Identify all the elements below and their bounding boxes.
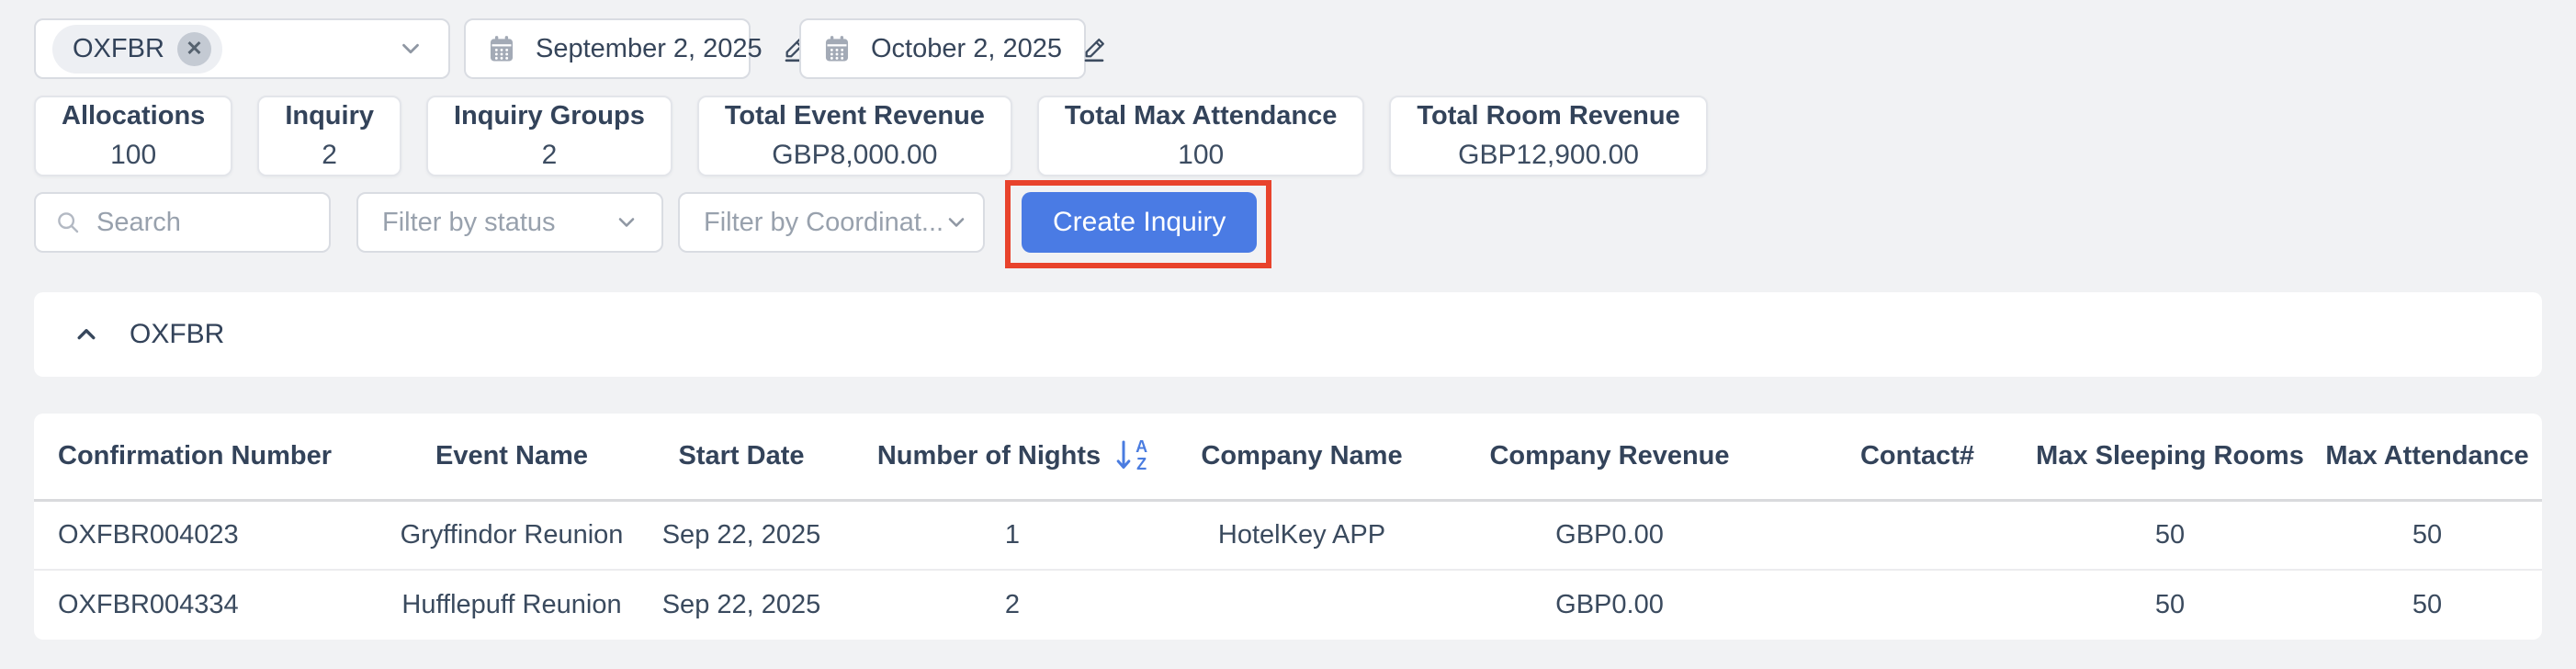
stat-card-inquiry-groups: Inquiry Groups 2 — [425, 96, 672, 176]
table-header-row: Confirmation Number Event Name Start Dat… — [34, 414, 2542, 500]
search-icon — [54, 209, 82, 236]
cell-max-attendance: 50 — [2412, 519, 2443, 550]
start-date-picker[interactable]: September 2, 2025 — [464, 18, 805, 79]
stat-label: Allocations — [62, 101, 206, 130]
cell-start-date: Sep 22, 2025 — [661, 519, 821, 550]
sort-letter-a: A — [1135, 437, 1148, 457]
coordinator-filter-placeholder: Filter by Coordinat... — [704, 207, 944, 237]
stats-row: Allocations 100 Inquiry 2 Inquiry Groups… — [34, 96, 2576, 176]
chevron-down-icon — [614, 210, 639, 235]
stat-card-inquiry: Inquiry 2 — [257, 96, 401, 176]
cell-company-name: HotelKey APP — [1217, 519, 1386, 550]
stat-card-total-max-attendance: Total Max Attendance 100 — [1036, 96, 1365, 176]
end-date-value: October 2, 2025 — [871, 33, 1062, 63]
table-row[interactable]: OXFBR004334 Hufflepuff Reunion Sep 22, 2… — [34, 570, 2542, 640]
edit-pencil-icon[interactable] — [1080, 34, 1110, 63]
sort-letter-z: Z — [1136, 455, 1147, 474]
status-filter-placeholder: Filter by status — [382, 207, 556, 237]
stat-card-total-event-revenue: Total Event Revenue GBP8,000.00 — [696, 96, 1012, 176]
inquiries-table: Confirmation Number Event Name Start Dat… — [34, 414, 2542, 640]
toolbar-row: Filter by status Filter by Coordinat... … — [34, 180, 2576, 268]
search-input[interactable] — [96, 207, 312, 238]
calendar-icon — [821, 33, 853, 64]
col-header-confirmation-number: Confirmation Number — [58, 440, 333, 471]
start-date-value: September 2, 2025 — [536, 33, 763, 63]
col-header-contact: Contact# — [1859, 440, 1975, 471]
cell-company-revenue: GBP0.00 — [1555, 519, 1664, 550]
chevron-down-icon — [943, 210, 969, 235]
inquiries-table-panel: Confirmation Number Event Name Start Dat… — [34, 414, 2542, 640]
property-select[interactable]: OXFBR ✕ — [34, 18, 450, 79]
selected-property-tag: OXFBR ✕ — [52, 24, 222, 74]
stat-value: 100 — [1178, 140, 1225, 170]
filter-bar: OXFBR ✕ — [34, 18, 2576, 79]
search-box — [34, 192, 331, 253]
col-header-company-name: Company Name — [1201, 440, 1403, 471]
stat-card-allocations: Allocations 100 — [34, 96, 233, 176]
section-title: OXFBR — [130, 319, 225, 349]
col-header-label: Number of Nights — [876, 440, 1102, 471]
stat-label: Inquiry Groups — [453, 101, 645, 130]
stat-value: 2 — [541, 140, 558, 170]
stat-label: Total Max Attendance — [1064, 101, 1338, 130]
cell-start-date: Sep 22, 2025 — [661, 590, 821, 619]
cell-company-revenue: GBP0.00 — [1555, 590, 1664, 619]
status-filter-select[interactable]: Filter by status — [356, 192, 663, 253]
stat-value: GBP12,900.00 — [1458, 140, 1639, 170]
col-header-max-sleeping-rooms: Max Sleeping Rooms — [2036, 440, 2304, 471]
remove-tag-icon[interactable]: ✕ — [176, 31, 211, 66]
col-header-event-name: Event Name — [435, 440, 588, 471]
stat-card-total-room-revenue: Total Room Revenue GBP12,900.00 — [1389, 96, 1708, 176]
cell-confirmation-number: OXFBR004334 — [58, 590, 239, 619]
cell-max-attendance: 50 — [2412, 590, 2443, 619]
col-header-number-of-nights: Number of Nights A Z — [833, 414, 1192, 500]
col-header-max-attendance: Max Attendance — [2325, 440, 2529, 471]
create-inquiry-button[interactable]: Create Inquiry — [1022, 192, 1258, 253]
property-section-header[interactable]: OXFBR — [34, 292, 2542, 377]
cell-confirmation-number: OXFBR004023 — [58, 519, 239, 550]
coordinator-filter-select[interactable]: Filter by Coordinat... — [678, 192, 985, 253]
chevron-down-icon — [397, 35, 424, 62]
cell-nights: 2 — [1004, 590, 1021, 619]
stat-value: GBP8,000.00 — [772, 140, 938, 170]
col-header-start-date: Start Date — [678, 440, 805, 471]
create-inquiry-highlight: Create Inquiry — [1005, 180, 1272, 268]
sort-az-icon[interactable]: A Z — [1113, 437, 1147, 474]
cell-event-name: Gryffindor Reunion — [400, 519, 624, 550]
stat-value: 100 — [110, 140, 157, 170]
cell-contact — [1807, 570, 2028, 640]
table-row[interactable]: OXFBR004023 Gryffindor Reunion Sep 22, 2… — [34, 500, 2542, 570]
chevron-up-icon[interactable] — [71, 319, 102, 350]
calendar-icon — [486, 33, 517, 64]
stat-label: Total Event Revenue — [724, 101, 985, 130]
cell-max-sleeping-rooms: 50 — [2154, 519, 2186, 550]
cell-nights: 1 — [1004, 519, 1021, 550]
end-date-picker[interactable]: October 2, 2025 — [799, 18, 1104, 79]
stat-value: 2 — [322, 140, 337, 170]
cell-company-name — [1192, 570, 1412, 640]
stat-label: Total Room Revenue — [1417, 101, 1680, 130]
col-header-company-revenue: Company Revenue — [1489, 440, 1730, 471]
stat-label: Inquiry — [285, 101, 374, 130]
cell-max-sleeping-rooms: 50 — [2154, 590, 2186, 619]
property-tag-label: OXFBR — [73, 33, 164, 63]
cell-contact — [1807, 500, 2028, 570]
cell-event-name: Hufflepuff Reunion — [401, 590, 622, 619]
